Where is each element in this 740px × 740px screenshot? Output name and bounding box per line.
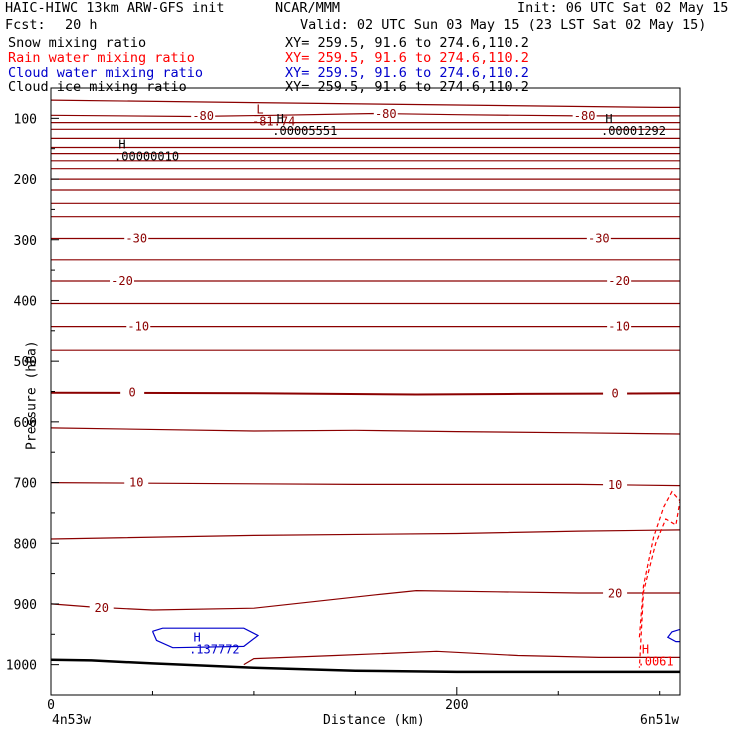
y-axis-label: Pressure (hPa) <box>24 340 40 450</box>
field-xy-cloud-ice: XY= 259.5, 91.6 to 274.6,110.2 <box>285 79 529 95</box>
valid-time: Valid: 02 UTC Sun 03 May 15 (23 LST Sat … <box>300 17 707 33</box>
extremum-symbol: H <box>605 112 612 126</box>
isotherm-label: 20 <box>608 587 622 601</box>
isotherm-label: -80 <box>375 107 397 121</box>
isotherm-label: 0 <box>129 386 136 400</box>
isotherm-label-bg <box>89 602 114 615</box>
isotherm-label-bg <box>607 275 632 288</box>
isotherm-label: -10 <box>127 320 149 334</box>
field-xy-snow: XY= 259.5, 91.6 to 274.6,110.2 <box>285 35 529 51</box>
model-title: HAIC-HIWC 13km ARW-GFS init <box>5 0 225 16</box>
isotherm-label-bg <box>110 275 135 288</box>
isotherm-label-bg <box>124 476 149 489</box>
isotherm-label: 10 <box>129 476 143 490</box>
isotherm-label: 20 <box>94 601 108 615</box>
extremum-value: .00000010 <box>114 150 179 164</box>
right-endpoint-label: 6n51w <box>640 713 680 728</box>
fcst-label: Fcst: <box>5 17 46 33</box>
isotherm-line <box>51 427 680 435</box>
center-label: NCAR/MMM <box>275 0 341 16</box>
isotherm-label: -10 <box>608 320 630 334</box>
extremum-value: .00005551 <box>272 124 337 138</box>
isotherm-label-bg <box>586 232 611 245</box>
extremum-value: .137772 <box>189 643 240 657</box>
init-time: Init: 06 UTC Sat 02 May 15 <box>517 0 729 16</box>
y-tick-label: 700 <box>14 477 37 492</box>
extremum-value: .00001292 <box>601 124 666 138</box>
y-tick-label: 400 <box>14 294 37 309</box>
rain-contour <box>638 490 680 668</box>
isotherm-label: -30 <box>125 232 147 246</box>
terrain-line <box>50 658 680 674</box>
isotherm-label-bg <box>120 386 145 399</box>
field-name-cloud-water: Cloud water mixing ratio <box>8 65 204 81</box>
isotherm-line <box>51 99 680 108</box>
isotherm-label: -80 <box>192 109 214 123</box>
field-xy-cloud-water: XY= 259.5, 91.6 to 274.6,110.2 <box>285 65 529 81</box>
extremum-symbol: H <box>642 643 649 657</box>
x-axis-label: Distance (km) <box>323 713 425 728</box>
isotherm-label: -80 <box>574 109 596 123</box>
isotherm-label-bg <box>607 320 632 333</box>
isotherm-line <box>243 650 680 666</box>
cloud-water-contour <box>151 627 260 649</box>
y-tick-label: 300 <box>14 234 37 249</box>
left-endpoint-label: 4n53w <box>52 713 92 728</box>
isotherm-label-bg <box>603 387 628 400</box>
y-tick-label: 1000 <box>6 659 37 674</box>
field-name-cloud-ice: Cloud ice mixing ratio <box>8 79 187 95</box>
isotherm-label-bg <box>373 108 398 121</box>
isotherm-label-bg <box>572 109 597 122</box>
isotherm-line <box>51 391 680 396</box>
fcst-value: 20 h <box>65 17 98 33</box>
y-tick-label: 200 <box>14 173 37 188</box>
x-tick-label: 200 <box>445 698 468 713</box>
isotherm-label-bg <box>126 320 151 333</box>
field-xy-rain: XY= 259.5, 91.6 to 274.6,110.2 <box>285 50 529 66</box>
isotherm-label: 10 <box>608 478 622 492</box>
isotherm-label-bg <box>191 109 216 122</box>
isotherm-line <box>51 589 680 611</box>
y-tick-label: 100 <box>14 112 37 127</box>
field-name-rain: Rain water mixing ratio <box>8 50 195 66</box>
extremum-symbol: H <box>193 631 200 645</box>
x-tick-label: 0 <box>47 698 55 713</box>
y-tick-label: 800 <box>14 537 37 552</box>
isotherm-label-bg <box>603 587 628 600</box>
extremum-value: .0061 <box>638 655 674 669</box>
y-tick-label: 600 <box>14 416 37 431</box>
isotherm-label-bg <box>124 232 149 245</box>
y-tick-label: 500 <box>14 355 37 370</box>
isotherm-line <box>51 529 680 540</box>
isotherm-label-bg <box>603 478 628 491</box>
field-name-snow: Snow mixing ratio <box>8 35 147 51</box>
extremum-symbol: L <box>256 102 263 116</box>
cloud-water-contour <box>666 628 680 643</box>
extremum-value: -81.74 <box>252 114 295 128</box>
isotherm-label: -20 <box>111 274 133 288</box>
extremum-symbol: H <box>118 138 125 152</box>
y-tick-label: 900 <box>14 598 37 613</box>
isotherm-label: -30 <box>588 232 610 246</box>
extremum-symbol: H <box>277 112 284 126</box>
isotherm-label: 0 <box>611 386 618 400</box>
isotherm-label: -20 <box>608 274 630 288</box>
